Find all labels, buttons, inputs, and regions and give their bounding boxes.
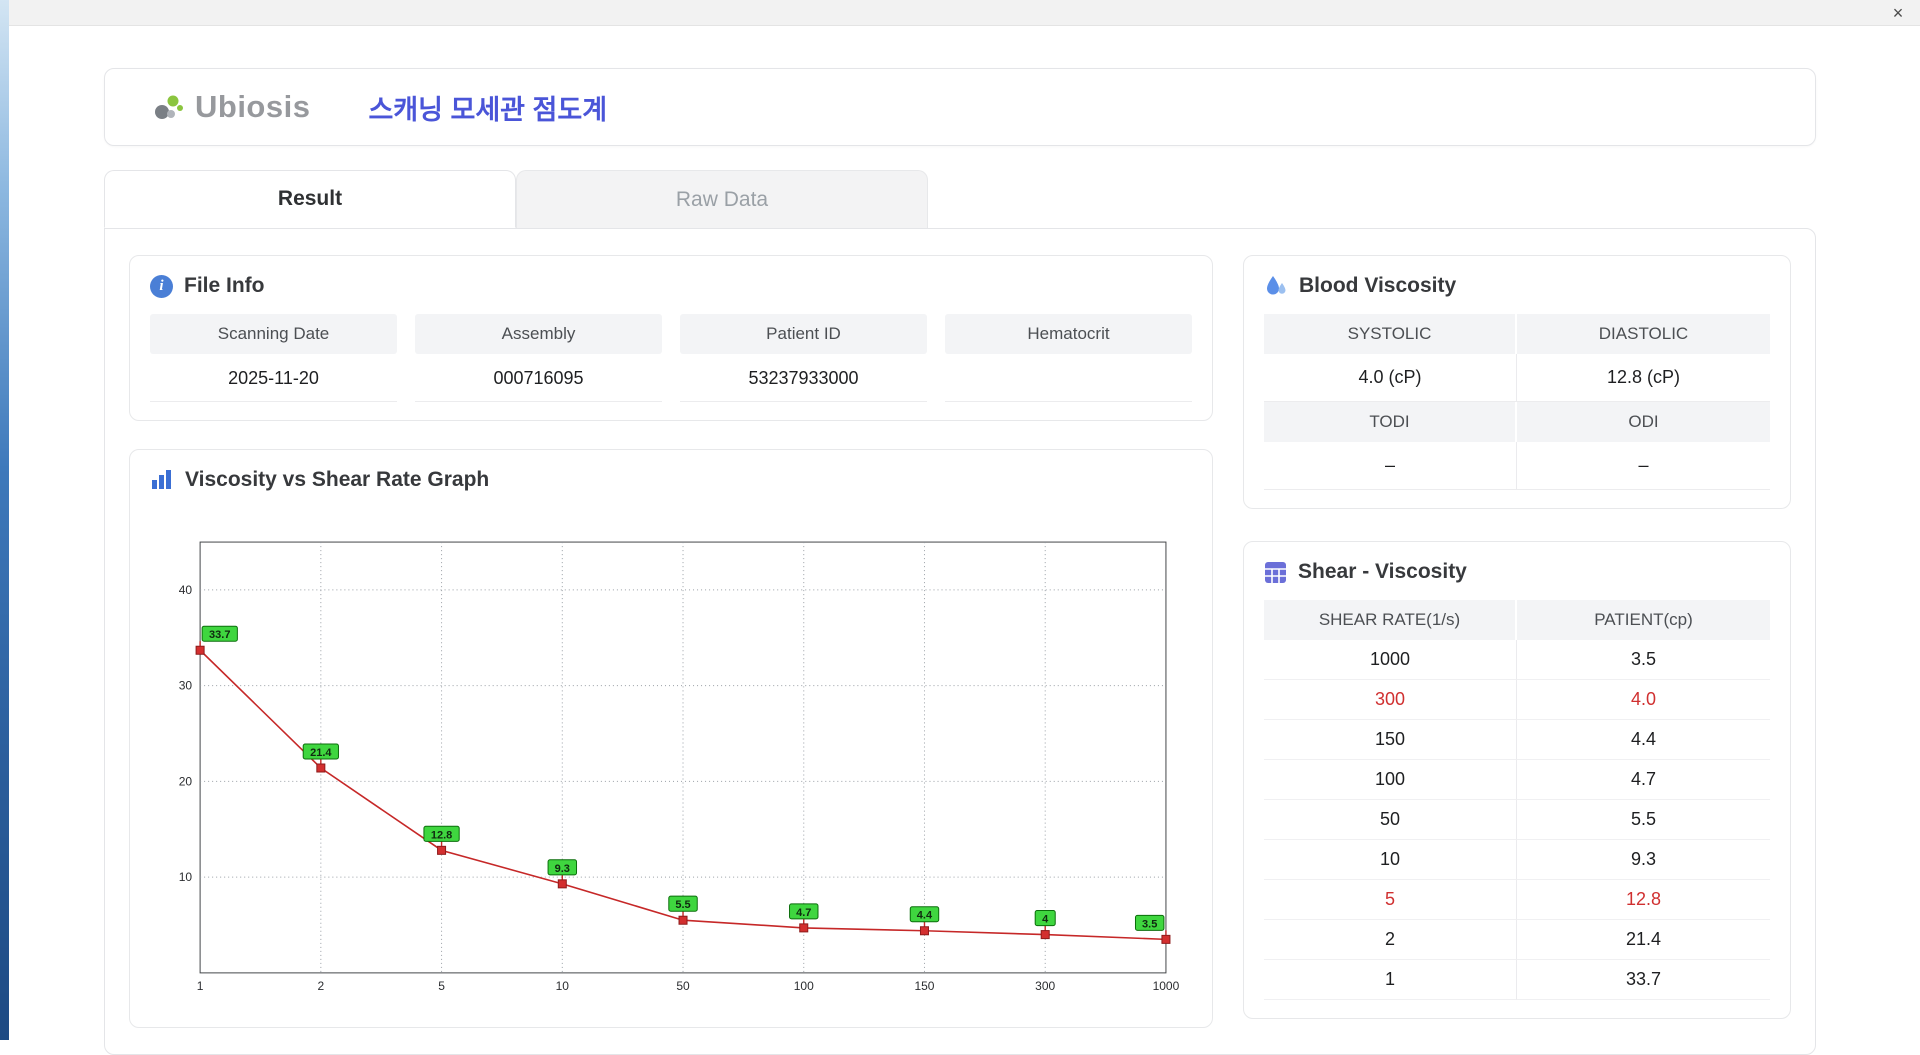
ubiosis-logo: Ubiosis	[149, 87, 310, 127]
diastolic-value: 12.8 (cP)	[1517, 354, 1770, 402]
shear-rate-cell: 2	[1264, 920, 1517, 960]
shear-viscosity-table: SHEAR RATE(1/s) PATIENT(cp) 1000 3.5 300…	[1264, 600, 1770, 1000]
patient-cell: 4.0	[1517, 680, 1770, 720]
logo-leaf-icon	[155, 95, 183, 119]
patient-cell: 4.4	[1517, 720, 1770, 760]
svg-text:10: 10	[556, 979, 570, 993]
result-panel: i File Info Scanning Date Assembly Patie…	[104, 228, 1816, 1055]
todi-label: TODI	[1264, 402, 1517, 442]
patient-cell: 4.7	[1517, 760, 1770, 800]
shear-rate-cell: 300	[1264, 680, 1517, 720]
shear-rate-cell: 10	[1264, 840, 1517, 880]
file-info-card: i File Info Scanning Date Assembly Patie…	[129, 255, 1213, 421]
diastolic-label: DIASTOLIC	[1517, 314, 1770, 354]
patient-cell: 9.3	[1517, 840, 1770, 880]
svg-text:3.5: 3.5	[1142, 918, 1157, 930]
file-info-field-label: Patient ID	[680, 314, 927, 354]
hematocrit-value	[945, 354, 1192, 402]
svg-text:2: 2	[317, 979, 324, 993]
file-info-field-label: Hematocrit	[945, 314, 1192, 354]
window-titlebar: ×	[0, 0, 1920, 26]
svg-text:50: 50	[676, 979, 690, 993]
left-column: i File Info Scanning Date Assembly Patie…	[129, 255, 1213, 1028]
shear-rate-cell: 1	[1264, 960, 1517, 1000]
odi-label: ODI	[1517, 402, 1770, 442]
patient-column-header: PATIENT(cp)	[1517, 600, 1770, 640]
svg-text:40: 40	[179, 583, 193, 597]
svg-text:1000: 1000	[1153, 979, 1180, 993]
file-info-field-label: Assembly	[415, 314, 662, 354]
svg-text:5.5: 5.5	[675, 899, 690, 911]
todi-value: –	[1264, 442, 1517, 490]
droplets-icon	[1267, 276, 1286, 295]
shear-rate-cell: 100	[1264, 760, 1517, 800]
shear-rate-cell: 5	[1264, 880, 1517, 920]
graph-title-row: Viscosity vs Shear Rate Graph	[150, 468, 1192, 492]
shear-rate-cell: 150	[1264, 720, 1517, 760]
shear-viscosity-title-row: Shear - Viscosity	[1264, 560, 1770, 584]
blood-viscosity-title: Blood Viscosity	[1299, 274, 1457, 297]
svg-text:10: 10	[179, 870, 193, 884]
table-icon	[1265, 561, 1286, 583]
shear-rate-cell: 50	[1264, 800, 1517, 840]
file-info-grid: Scanning Date Assembly Patient ID Hemato…	[150, 314, 1192, 402]
svg-text:300: 300	[1035, 979, 1055, 993]
systolic-label: SYSTOLIC	[1264, 314, 1517, 354]
odi-value: –	[1517, 442, 1770, 490]
patient-cell: 3.5	[1517, 640, 1770, 680]
tab-raw-data[interactable]: Raw Data	[516, 170, 928, 228]
tab-bar: Result Raw Data	[104, 170, 1816, 228]
scanning-date-value: 2025-11-20	[150, 354, 397, 402]
patient-cell: 21.4	[1517, 920, 1770, 960]
shear-viscosity-title: Shear - Viscosity	[1298, 560, 1467, 583]
patient-cell: 12.8	[1517, 880, 1770, 920]
info-icon: i	[150, 274, 173, 298]
patient-cell: 33.7	[1517, 960, 1770, 1000]
shear-rate-cell: 1000	[1264, 640, 1517, 680]
page-title: 스캐닝 모세관 점도계	[368, 94, 608, 125]
svg-text:33.7: 33.7	[209, 629, 230, 641]
graph-card: Viscosity vs Shear Rate Graph 10 20 30 40 1 2…	[129, 449, 1213, 1028]
svg-text:4.4: 4.4	[917, 910, 933, 922]
brand-name: Ubiosis	[195, 89, 311, 124]
file-info-title: File Info	[184, 274, 265, 297]
file-info-title-row: i File Info	[150, 274, 1192, 298]
patient-cell: 5.5	[1517, 800, 1770, 840]
blood-viscosity-card: Blood Viscosity SYSTOLIC DIASTOLIC 4.0 (…	[1243, 255, 1791, 509]
blood-viscosity-title-row: Blood Viscosity	[1264, 274, 1770, 298]
svg-text:30: 30	[179, 679, 193, 693]
svg-text:100: 100	[794, 979, 814, 993]
svg-text:5: 5	[438, 979, 445, 993]
svg-text:12.8: 12.8	[431, 829, 452, 841]
svg-text:21.4: 21.4	[310, 747, 332, 759]
svg-text:20: 20	[179, 774, 193, 788]
close-button[interactable]: ×	[1886, 1, 1910, 25]
svg-text:150: 150	[914, 979, 934, 993]
desktop-background-strip	[0, 0, 9, 1040]
shear-rate-column-header: SHEAR RATE(1/s)	[1264, 600, 1517, 640]
assembly-value: 000716095	[415, 354, 662, 402]
viscosity-shear-chart: 10 20 30 40 1 2 5 10 50 100 150 300 1000 33.7 21.4 12.8…	[179, 541, 1180, 993]
right-column: Blood Viscosity SYSTOLIC DIASTOLIC 4.0 (…	[1243, 255, 1791, 1028]
patient-id-value: 53237933000	[680, 354, 927, 402]
app-window: Ubiosis 스캐닝 모세관 점도계 Result Raw Data i Fi…	[0, 26, 1920, 1055]
svg-text:4: 4	[1042, 914, 1049, 926]
tab-result[interactable]: Result	[104, 170, 516, 228]
bar-chart-icon	[152, 470, 171, 489]
graph-title: Viscosity vs Shear Rate Graph	[185, 468, 490, 491]
svg-text:9.3: 9.3	[555, 863, 570, 875]
file-info-field-label: Scanning Date	[150, 314, 397, 354]
systolic-value: 4.0 (cP)	[1264, 354, 1517, 402]
app-header: Ubiosis 스캐닝 모세관 점도계	[104, 68, 1816, 146]
svg-text:1: 1	[197, 979, 204, 993]
shear-viscosity-card: Shear - Viscosity SHEAR RATE(1/s) PATIEN…	[1243, 541, 1791, 1019]
svg-text:4.7: 4.7	[796, 907, 811, 919]
blood-viscosity-grid: SYSTOLIC DIASTOLIC 4.0 (cP) 12.8 (cP) TO…	[1264, 314, 1770, 490]
